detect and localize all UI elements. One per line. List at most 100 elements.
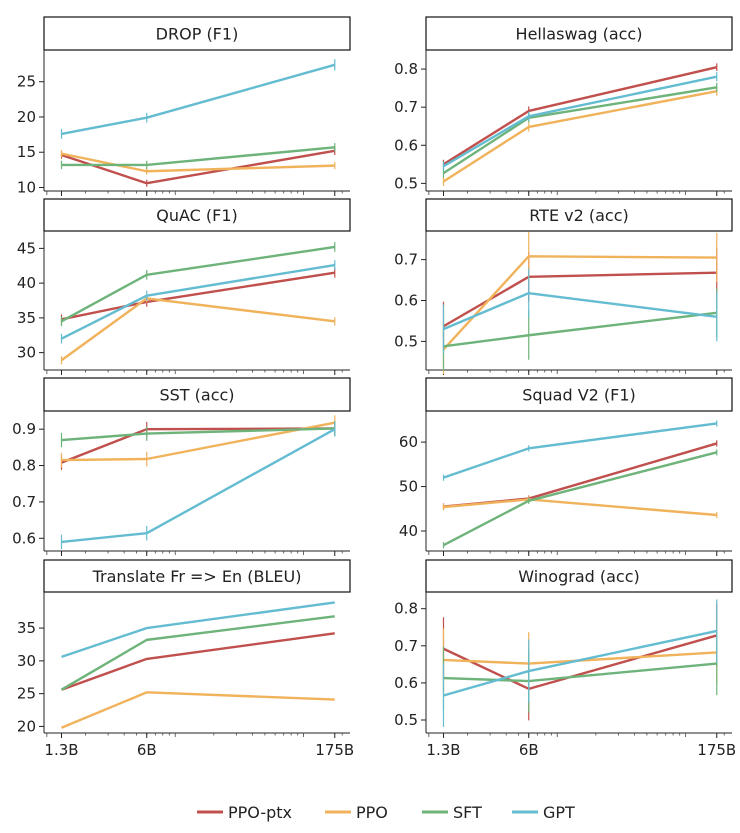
- series-line: [443, 423, 716, 477]
- y-tick-label: 45: [17, 239, 36, 257]
- series-gpt: [443, 599, 716, 727]
- series-ppo-ptx: [61, 633, 334, 689]
- series-line: [61, 692, 334, 727]
- panel-title: QuAC (F1): [156, 206, 238, 225]
- panel-title: SST (acc): [159, 386, 234, 405]
- series-line: [61, 273, 334, 320]
- x-tick-label: 6B: [519, 741, 539, 759]
- series-gpt: [443, 420, 716, 480]
- series-line: [443, 313, 716, 347]
- y-tick-label: 0.7: [394, 98, 418, 116]
- y-tick-label: 0.6: [12, 529, 36, 547]
- series-ppo: [61, 692, 334, 727]
- series-line: [443, 452, 716, 545]
- y-tick-label: 0.7: [394, 637, 418, 655]
- panel-drop-f1: DROP (F1) 10 15 20 25: [17, 17, 350, 196]
- y-tick-label: 60: [399, 433, 418, 451]
- series-line: [61, 298, 334, 360]
- y-tick-label: 50: [399, 478, 418, 496]
- y-tick-label: 35: [17, 619, 36, 637]
- series-gpt: [61, 602, 334, 656]
- panel-title: Squad V2 (F1): [522, 386, 636, 405]
- panel-hellaswag-acc: Hellaswag (acc) 0.5 0.6 0.7 0.8: [394, 17, 732, 196]
- y-tick-label: 20: [17, 717, 36, 735]
- panel-winograd-acc: Winograd (acc) 0.5 0.6 0.7 0.8 1.3B 6B 175B: [394, 560, 736, 759]
- series-line: [443, 293, 716, 329]
- series-line: [443, 652, 716, 663]
- legend-item-ppo-ptx: PPO-ptx: [197, 803, 292, 822]
- y-tick-label: 15: [17, 143, 36, 161]
- legend-label: SFT: [453, 803, 482, 822]
- x-tick-label: 175B: [315, 741, 354, 759]
- series-sft: [443, 83, 716, 178]
- panel-translate-fr-en-bleu: Translate Fr => En (BLEU) 20 25 30 35 1.3B 6B 1…: [17, 560, 354, 759]
- series-ppo: [61, 294, 334, 364]
- legend-label: PPO: [356, 803, 388, 822]
- y-tick-label: 40: [399, 522, 418, 540]
- y-tick-label: 0.7: [394, 251, 418, 269]
- y-tick-label: 30: [17, 652, 36, 670]
- x-tick-label: 175B: [697, 741, 736, 759]
- y-tick-label: 0.6: [394, 136, 418, 154]
- x-tick-label: 6B: [137, 741, 157, 759]
- y-tick-label: 20: [17, 108, 36, 126]
- series-sft: [443, 632, 716, 713]
- y-tick-label: 0.6: [394, 292, 418, 310]
- y-tick-label: 0.5: [394, 332, 418, 350]
- series-line: [443, 631, 716, 696]
- series-line: [61, 428, 334, 440]
- series-ppo: [61, 415, 334, 467]
- series-ppo: [443, 87, 716, 186]
- series-sft: [61, 242, 334, 326]
- legend-label: GPT: [543, 803, 575, 822]
- chart-panels: DROP (F1) 10 15 20 25 Hellaswag (acc) 0.5 0.6 0.…: [12, 17, 736, 759]
- series-line: [61, 65, 334, 134]
- series-line: [443, 443, 716, 506]
- legend-item-sft: SFT: [422, 803, 482, 822]
- y-tick-label: 30: [17, 344, 36, 362]
- y-tick-label: 0.9: [12, 420, 36, 438]
- legend-item-ppo: PPO: [325, 803, 388, 822]
- y-tick-label: 0.7: [12, 493, 36, 511]
- series-sft: [61, 143, 334, 169]
- series-line: [61, 602, 334, 656]
- chart-legend: PPO-ptx PPO SFT GPT: [197, 803, 575, 822]
- series-line: [443, 77, 716, 167]
- panel-title: RTE v2 (acc): [529, 206, 629, 225]
- series-ppo: [443, 496, 716, 518]
- y-tick-label: 10: [17, 178, 36, 196]
- series-gpt: [61, 422, 334, 549]
- panel-squad-v2-f1: Squad V2 (F1) 40 50 60: [399, 378, 732, 556]
- y-tick-label: 25: [17, 685, 36, 703]
- y-tick-label: 40: [17, 274, 36, 292]
- y-tick-label: 0.5: [394, 711, 418, 729]
- series-gpt: [61, 59, 334, 139]
- series-line: [61, 428, 334, 462]
- y-tick-label: 35: [17, 309, 36, 327]
- panel-quac-f1: QuAC (F1) 30 35 40 45: [17, 199, 350, 375]
- legend-label: PPO-ptx: [228, 803, 292, 822]
- y-tick-label: 0.8: [394, 60, 418, 78]
- series-sft: [61, 421, 334, 447]
- series-ppo: [61, 150, 334, 175]
- y-tick-label: 0.8: [12, 457, 36, 475]
- panel-title: DROP (F1): [156, 25, 239, 44]
- series-ppo-ptx: [443, 440, 716, 509]
- x-tick-label: 1.3B: [426, 741, 460, 759]
- panel-title: Winograd (acc): [518, 567, 640, 586]
- legend-item-gpt: GPT: [512, 803, 575, 822]
- series-line: [61, 265, 334, 339]
- series-line: [443, 664, 716, 681]
- y-tick-label: 25: [17, 73, 36, 91]
- series-line: [61, 633, 334, 689]
- panel-title: Translate Fr => En (BLEU): [92, 567, 302, 586]
- y-tick-label: 0.5: [394, 174, 418, 192]
- x-tick-label: 1.3B: [44, 741, 78, 759]
- y-tick-label: 0.6: [394, 674, 418, 692]
- panel-sst-acc: SST (acc) 0.6 0.7 0.8 0.9: [12, 378, 350, 556]
- y-tick-label: 0.8: [394, 600, 418, 618]
- series-line: [443, 67, 716, 164]
- panel-rte-v2-acc: RTE v2 (acc) 0.5 0.6 0.7: [394, 199, 732, 375]
- panel-title: Hellaswag (acc): [516, 25, 643, 44]
